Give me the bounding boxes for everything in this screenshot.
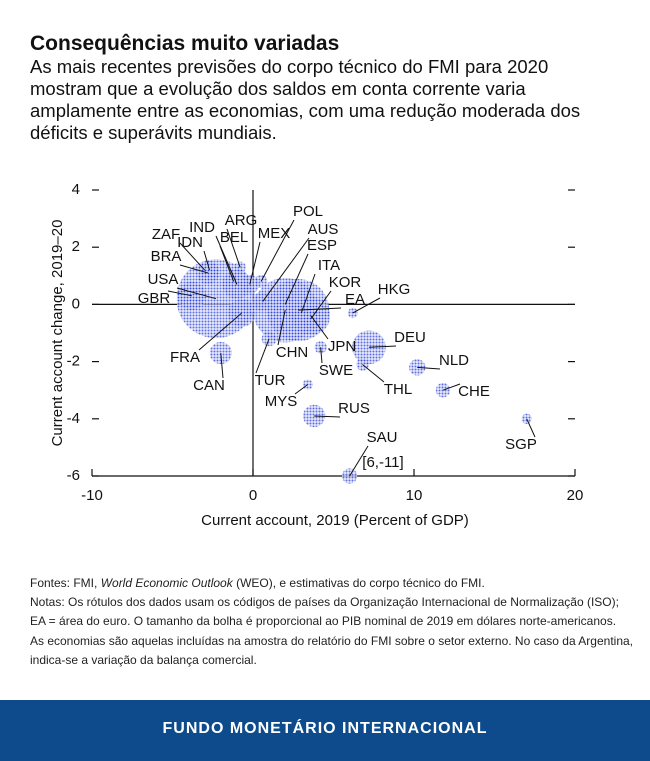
point-label: HKG [378,281,411,298]
leader-line [226,228,241,268]
point-label: JPN [328,338,356,355]
note-text: (WEO), e estimativas do corpo técnico do… [232,576,485,590]
title: Consequências muito variadas [30,32,340,55]
point-label: KOR [329,274,362,291]
y-tick-label: -6 [67,467,80,484]
leader-line [298,307,342,311]
leader-line [203,250,211,271]
note-text: Fontes: FMI, [30,576,101,590]
bubble [254,274,268,289]
leader-line [320,347,323,364]
point-label: ZAF [152,226,180,243]
leader-line [300,273,316,314]
bubble [302,379,313,390]
x-tick-label: 10 [406,487,423,504]
leader-line [526,418,536,438]
point-label: TUR [255,372,286,389]
point-label: IDN [177,234,203,251]
point-label: POL [293,203,323,220]
leader-line [176,287,217,300]
y-tick-label: 4 [72,181,80,198]
notes: Fontes: FMI, World Economic Outlook (WEO… [30,574,633,670]
point-label: FRA [170,349,200,366]
point-label: GBR [138,290,171,307]
leader-line [219,245,235,282]
leader-line [215,235,238,285]
y-tick-label: -2 [67,353,80,370]
leader-line [277,310,286,346]
point-label: CAN [193,377,225,394]
y-tick-label: -4 [67,410,80,427]
point-label: RUS [338,400,370,417]
point-label: EA [345,291,365,308]
leader-line [314,415,341,418]
leader-line [349,445,369,477]
point-label: CHE [458,383,490,400]
leader-line [255,338,270,374]
leader-line [220,352,224,379]
leader-line [294,384,309,395]
leader-line [362,364,385,383]
bubble [521,413,532,424]
note-line: EA = área do euro. O tamanho da bolha é … [30,614,617,629]
leader-line [310,290,332,319]
source-note: Fontes: FMI, World Economic Outlook (WEO… [30,574,633,593]
leader-line [352,297,381,314]
x-tick-label: 20 [567,487,584,504]
bubble [177,281,207,311]
point-label: USA [148,271,179,288]
note-line: Notas: Os rótulos dos dados usam os códi… [30,595,619,610]
x-axis-label: Current account, 2019 (Percent of GDP) [201,512,469,529]
note-text: World Economic Outlook [100,576,233,590]
subtitle: As mais recentes previsões do corpo técn… [30,56,581,143]
point-label: IND [189,219,215,236]
note-line: indica-se a variação da balança comercia… [30,652,257,667]
annotation: [6,-11] [362,454,403,471]
point-label: DEU [394,329,426,346]
point-label: MYS [265,393,298,410]
leader-line [310,315,329,340]
leader-line [179,264,209,274]
y-tick-label: 2 [72,238,80,255]
note-line: As economias são aquelas incluídas na am… [30,633,633,648]
point-label: BEL [220,229,248,246]
leader-line [198,312,243,351]
point-label: ITA [318,257,340,274]
footer: FUNDO MONETÁRIO INTERNACIONAL [0,700,650,761]
point-label: CHN [276,344,309,361]
point-label: NLD [439,352,469,369]
point-label: SWE [319,362,353,379]
y-axis-label: Current account change, 2019–20 [49,220,66,447]
point-label: SGP [505,436,537,453]
leader-line [417,366,441,370]
bubble [240,274,260,295]
point-label: THL [384,381,412,398]
point-label: SAU [367,429,398,446]
point-label: BRA [151,248,182,265]
x-tick-label: -10 [81,487,103,504]
bubble [227,275,240,288]
point-label: ESP [307,237,337,254]
leader-line [249,241,261,285]
leader-line [167,290,192,297]
bubble [314,341,327,354]
leader-line [442,383,461,391]
point-label: ARG [225,212,258,229]
leader-line [260,219,295,282]
x-tick-label: 0 [249,487,257,504]
leader-line [262,237,310,302]
leader-line [179,242,206,271]
leader-line [284,253,309,305]
point-label: AUS [308,221,339,238]
y-tick-label: 0 [72,295,80,312]
bubble [435,383,451,398]
point-label: MEX [258,225,291,242]
leader-line [368,345,397,348]
chart: -6 -4 -2 0 2 4 -10 0 10 20 Current account, 2019 (… [49,181,584,529]
